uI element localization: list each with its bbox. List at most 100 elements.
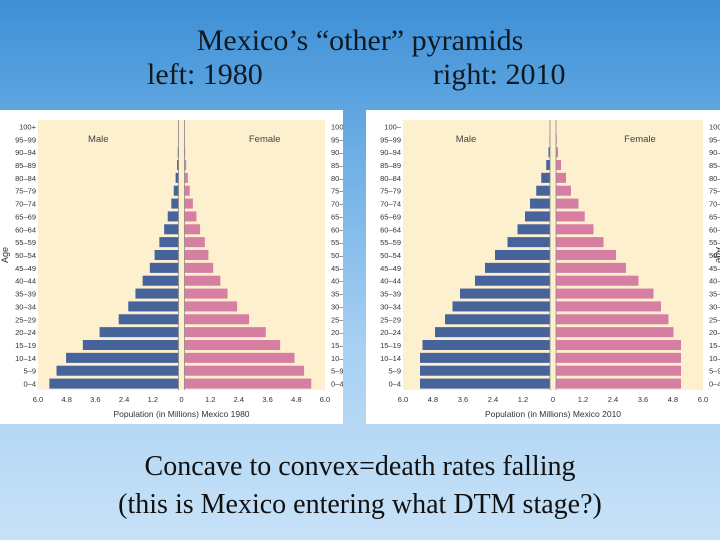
female-bar — [184, 262, 214, 273]
pyramid-chart-2010: Male Female 0–4 0–4 5–9 5–9 10–14 10–14 15–19 15–… — [380, 120, 720, 419]
male-bar — [452, 301, 550, 312]
pyramid-chart-1980: Male Female 0–4 0–4 5–9 5–9 10–14 10–14 15–19 15–… — [0, 120, 343, 419]
age-label-left: 25–29 — [15, 315, 36, 324]
age-label-left: 100+ — [19, 122, 37, 131]
male-bar — [164, 224, 179, 235]
age-label-left: 10–14 — [15, 354, 36, 363]
female-bar — [556, 378, 681, 389]
female-bar — [556, 314, 669, 325]
age-label-left: 75–79 — [380, 187, 401, 196]
slide-title: Mexico’s “other” pyramids — [196, 24, 524, 57]
age-label-left: 65–69 — [380, 212, 401, 221]
female-bar — [556, 147, 558, 158]
male-bar — [475, 275, 550, 286]
female-bar — [184, 237, 205, 248]
female-bar — [556, 339, 681, 351]
male-bar — [56, 365, 179, 376]
male-bar — [82, 339, 179, 351]
male-bar — [420, 352, 550, 363]
male-bar — [420, 378, 550, 389]
male-bar — [167, 211, 179, 222]
male-bar — [530, 198, 550, 209]
female-bar — [184, 159, 187, 171]
female-bar — [556, 288, 654, 299]
age-label-left: 5–9 — [388, 367, 401, 376]
age-label-right: 45–49 — [331, 264, 343, 273]
female-bar — [184, 172, 188, 183]
male-bar — [99, 327, 179, 338]
footer-line-2: (this is Mexico entering what DTM stage?… — [118, 489, 602, 520]
male-bar — [159, 237, 179, 248]
age-label-right: 75–79 — [709, 187, 720, 196]
x-tick-label: 4.8 — [668, 395, 678, 404]
x-tick-label: 0 — [551, 395, 555, 404]
age-label-right: 10–14 — [331, 354, 343, 363]
age-label-right: 20–24 — [331, 328, 343, 337]
footer-line-1: Concave to convex=death rates falling — [144, 451, 576, 482]
male-bar — [49, 378, 179, 389]
age-label-right: 5–9 — [709, 367, 720, 376]
age-label-right: 35–39 — [709, 290, 720, 299]
male-bar — [435, 327, 550, 338]
male-bar — [420, 365, 550, 376]
female-bar — [184, 249, 209, 261]
male-bar — [541, 172, 550, 183]
age-label-right: 65–69 — [709, 212, 720, 221]
male-bar — [507, 237, 550, 248]
subtitle-right: right: 2010 — [433, 58, 566, 91]
age-label-right: 100+ — [709, 122, 720, 131]
male-bar — [135, 288, 179, 299]
age-label-left: 95–99 — [380, 135, 401, 144]
female-bar — [184, 224, 201, 235]
female-bar — [184, 365, 305, 376]
x-axis-title: Population (in Millions) Mexico 1980 — [113, 409, 249, 419]
age-label-right: 55–59 — [709, 238, 720, 247]
female-bar — [184, 198, 193, 209]
x-tick-label: 6.0 — [698, 395, 708, 404]
female-bar — [184, 352, 295, 363]
female-bar — [184, 288, 228, 299]
age-label-right: 0–4 — [709, 380, 720, 389]
female-bar — [556, 352, 681, 363]
x-tick-label: 0 — [179, 395, 183, 404]
male-bar — [517, 224, 550, 235]
age-label-left: 20–24 — [380, 328, 401, 337]
age-label-right: 60–64 — [709, 225, 720, 234]
age-label-left: 50–54 — [15, 251, 36, 260]
x-tick-label: 4.8 — [291, 395, 301, 404]
age-label-right: 85–89 — [709, 161, 720, 170]
age-label-left: 45–49 — [15, 264, 36, 273]
age-label-right: 40–44 — [331, 277, 343, 286]
x-tick-label: 4.8 — [428, 395, 438, 404]
age-label-right: 80–84 — [331, 174, 343, 183]
age-label-left: 0–4 — [23, 380, 36, 389]
female-bar — [184, 327, 266, 338]
male-bar — [445, 314, 550, 325]
age-label-right: 15–19 — [709, 341, 720, 350]
age-label-left: 5–9 — [23, 367, 36, 376]
age-label-left: 100– — [384, 122, 402, 131]
age-label-left: 35–39 — [15, 290, 36, 299]
age-label-left: 40–44 — [15, 277, 36, 286]
x-tick-label: 1.2 — [518, 395, 528, 404]
age-label-right: 45–49 — [709, 264, 720, 273]
female-bar — [556, 159, 561, 171]
age-label-left: 60–64 — [15, 225, 36, 234]
age-label-left: 15–19 — [380, 341, 401, 350]
female-bar — [184, 339, 281, 351]
female-bar — [184, 275, 221, 286]
female-bar — [556, 172, 566, 183]
age-label-left: 80–84 — [15, 174, 36, 183]
age-label-left: 35–39 — [380, 290, 401, 299]
age-label-right: 40–44 — [709, 277, 720, 286]
male-bar — [128, 301, 179, 312]
y-axis-title: Age — [0, 247, 10, 263]
x-tick-label: 3.6 — [262, 395, 272, 404]
age-label-left: 95–99 — [15, 135, 36, 144]
age-label-left: 55–59 — [15, 238, 36, 247]
age-label-left: 25–29 — [380, 315, 401, 324]
age-label-right: 80–84 — [709, 174, 720, 183]
x-tick-label: 3.6 — [458, 395, 468, 404]
age-label-left: 85–89 — [15, 161, 36, 170]
